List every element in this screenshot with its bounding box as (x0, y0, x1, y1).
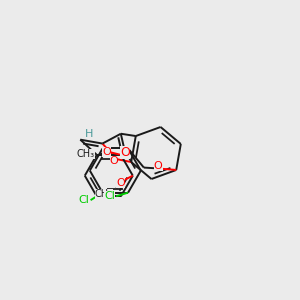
Text: Cl: Cl (104, 191, 115, 201)
Text: O: O (120, 146, 130, 159)
Text: Cl: Cl (79, 195, 89, 205)
Text: H: H (85, 129, 94, 139)
Text: O: O (110, 157, 118, 166)
Text: O: O (116, 178, 125, 188)
Text: O: O (154, 161, 163, 171)
Text: CH₃: CH₃ (94, 189, 113, 199)
Text: O: O (102, 147, 111, 157)
Text: CH₃: CH₃ (77, 149, 95, 159)
